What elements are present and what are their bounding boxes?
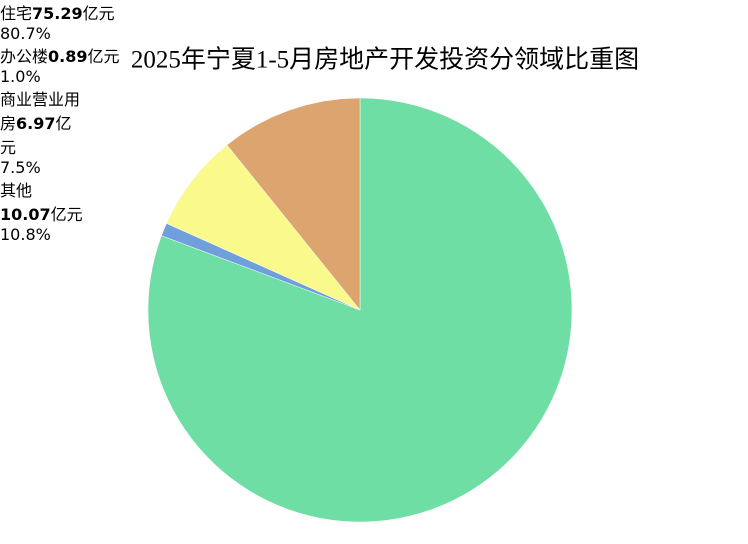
amount: 6.97 <box>16 114 56 133</box>
slice-label: 办公楼0.89亿元 <box>0 43 748 67</box>
slice-label: 住宅75.29亿元 <box>0 0 748 24</box>
pie-slice <box>226 97 361 311</box>
category-name: 商业营业用房 <box>0 90 81 133</box>
percent-label: 10.8% <box>0 225 51 244</box>
unit: 亿元 <box>87 47 120 66</box>
amount: 75.29 <box>32 4 83 23</box>
unit: 亿元 <box>0 114 72 157</box>
percent-label: 7.5% <box>0 158 41 177</box>
slice-label: 其他 10.07亿元 <box>0 177 84 225</box>
unit: 亿元 <box>82 4 115 23</box>
unit: 亿元 <box>50 205 83 224</box>
amount: 0.89 <box>48 47 88 66</box>
pie-slice <box>166 144 361 311</box>
chart-title: 2025年宁夏1-5月房地产开发投资分领域比重图 <box>131 46 639 74</box>
amount: 10.07 <box>0 205 51 224</box>
category-name: 其他 <box>0 181 33 200</box>
category-name: 住宅 <box>0 4 33 23</box>
percent-label: 80.7% <box>0 24 51 43</box>
percent-label: 1.0% <box>0 67 41 86</box>
slice-label: 商业营业用房6.97亿元 <box>0 86 86 158</box>
category-name: 办公楼 <box>0 47 49 66</box>
